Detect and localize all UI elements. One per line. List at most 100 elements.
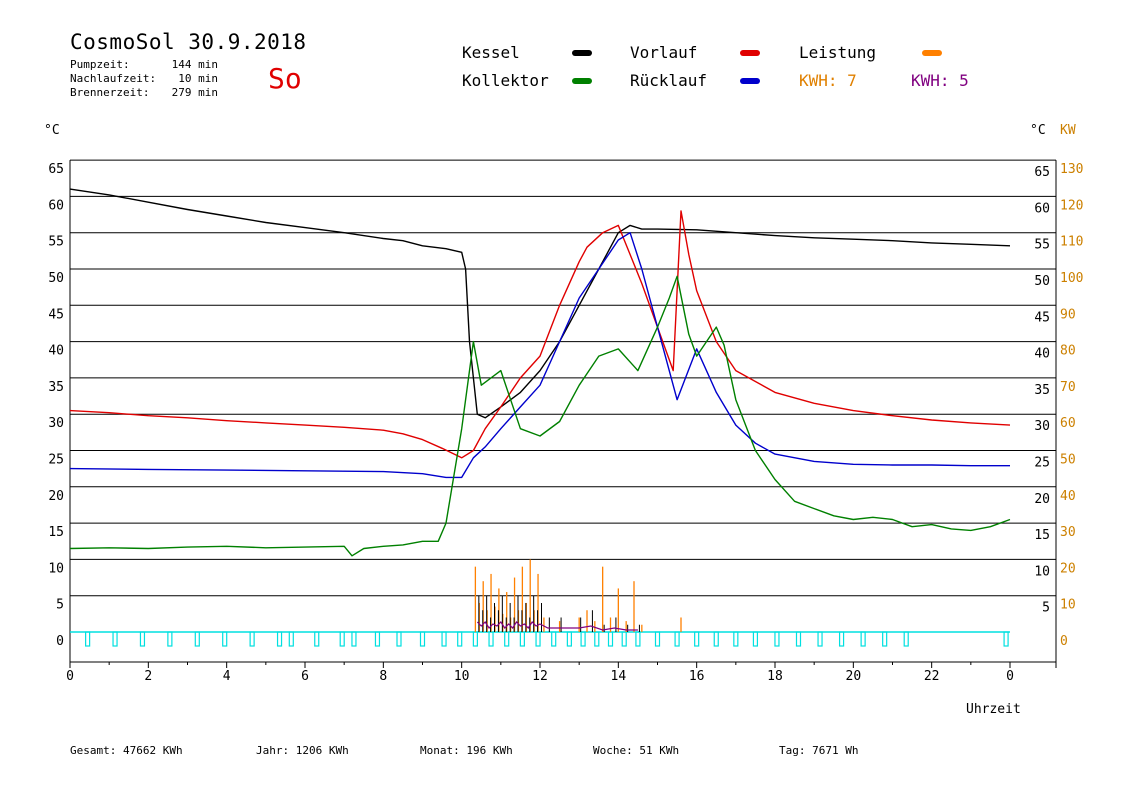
y-tick-label-right-kw: 130 xyxy=(1060,162,1083,177)
pump-pulse xyxy=(504,631,510,647)
legend-kwh-total-2: KWH: 5 xyxy=(911,71,969,90)
y-tick-label-left: 25 xyxy=(48,453,64,468)
y-tick-label-right-c: 10 xyxy=(1034,564,1050,579)
legend-kessel-swatch xyxy=(572,50,592,56)
pump-pulse xyxy=(838,631,845,647)
y-tick-label-right-kw: 100 xyxy=(1060,271,1083,286)
y-tick-label-left: 20 xyxy=(48,489,64,504)
pump-pulse xyxy=(903,631,909,647)
y-tick-label-right-c: 60 xyxy=(1034,201,1050,216)
pump-pulse xyxy=(85,631,91,647)
pump-pulse xyxy=(419,631,426,647)
pump-pulse xyxy=(713,631,719,647)
pump-pulse xyxy=(694,631,700,647)
pump-pulse xyxy=(860,631,866,647)
pump-pulse xyxy=(795,631,802,647)
pump-pulse xyxy=(1003,631,1009,647)
y-tick-label-right-c: 65 xyxy=(1034,165,1050,180)
legend-kollektor-swatch xyxy=(572,78,592,84)
pump-pulse xyxy=(396,631,402,647)
footer-gesamt: Gesamt: 47662 KWh xyxy=(70,744,183,757)
legend-leistung: Leistung xyxy=(799,43,877,62)
legend-vorlauf-swatch xyxy=(740,50,760,56)
footer-tag: Tag: 7671 Wh xyxy=(779,744,859,757)
legend-leistung-swatch xyxy=(922,50,942,56)
stat-value-nachlaufzeit: 10 min xyxy=(178,72,218,85)
y-tick-label-right-kw: 10 xyxy=(1060,598,1076,613)
pump-pulse xyxy=(580,631,586,647)
y-tick-label-left: 65 xyxy=(48,162,64,177)
pump-pulse xyxy=(654,631,661,647)
x-tick-label: 18 xyxy=(767,669,783,684)
stat-label-nachlaufzeit: Nachlaufzeit: xyxy=(70,72,157,85)
y-tick-label-left: 30 xyxy=(48,416,64,431)
y-tick-label-right-kw: 120 xyxy=(1060,198,1083,213)
pump-pulse xyxy=(635,631,641,647)
pump-pulse xyxy=(535,631,541,647)
pump-pulse xyxy=(472,631,478,647)
y-tick-label-right-kw: 50 xyxy=(1060,453,1076,468)
pump-pulse xyxy=(441,631,447,647)
pump-pulse xyxy=(594,631,600,647)
weekday-label: So xyxy=(268,62,302,95)
x-axis-label: Uhrzeit xyxy=(966,702,1021,717)
x-tick-label: 4 xyxy=(223,669,231,684)
pump-pulse xyxy=(551,631,557,647)
left-axis-unit: °C xyxy=(44,123,60,138)
y-tick-label-left: 35 xyxy=(48,380,64,395)
series-line-ruecklauf xyxy=(69,231,1010,479)
pump-pulse xyxy=(774,631,780,647)
series-line-kollektor xyxy=(69,275,1011,557)
kwh-trace xyxy=(476,621,638,631)
pump-pulse xyxy=(882,631,888,647)
stat-value-pumpzeit: 144 min xyxy=(171,58,218,71)
legend-ruecklauf-swatch xyxy=(740,78,760,84)
y-tick-label-left: 10 xyxy=(48,561,64,576)
y-tick-label-right-kw: 0 xyxy=(1060,634,1068,649)
pump-pulse xyxy=(194,631,200,647)
series-line-vorlauf xyxy=(69,210,1011,459)
x-tick-label: 10 xyxy=(454,669,470,684)
stat-label-pumpzeit: Pumpzeit: xyxy=(70,58,130,71)
footer-monat: Monat: 196 KWh xyxy=(420,744,513,757)
y-tick-label-right-c: 5 xyxy=(1042,601,1050,616)
legend-ruecklauf: Rücklauf xyxy=(630,71,708,90)
legend-kollektor: Kollektor xyxy=(462,71,549,90)
pump-pulse xyxy=(314,631,320,647)
pump-pulse xyxy=(167,631,173,647)
pump-pulse xyxy=(374,631,381,647)
y-tick-label-left: 60 xyxy=(48,198,64,213)
y-tick-label-left: 5 xyxy=(56,598,64,613)
x-tick-label: 16 xyxy=(689,669,705,684)
y-tick-label-left: 45 xyxy=(48,307,64,322)
y-tick-label-left: 40 xyxy=(48,344,64,359)
y-tick-label-right-c: 50 xyxy=(1034,274,1050,289)
pump-pulse xyxy=(566,631,572,647)
pump-pulse xyxy=(249,631,255,647)
x-tick-label: 20 xyxy=(846,669,862,684)
y-tick-label-left: 0 xyxy=(56,634,64,649)
y-tick-label-right-c: 45 xyxy=(1034,310,1050,325)
chart-title: CosmoSol 30.9.2018 xyxy=(70,30,307,54)
y-tick-label-left: 15 xyxy=(48,525,64,540)
stat-value-brennerzeit: 279 min xyxy=(171,86,218,99)
y-tick-label-right-kw: 30 xyxy=(1060,525,1076,540)
x-tick-label: 12 xyxy=(532,669,548,684)
footer-woche: Woche: 51 KWh xyxy=(593,744,680,757)
legend-kwh-total-1: KWH: 7 xyxy=(799,71,857,90)
pump-pulse xyxy=(112,631,118,647)
x-tick-label: 2 xyxy=(144,669,152,684)
pump-pulse xyxy=(139,631,146,647)
pump-pulse xyxy=(339,631,345,647)
y-tick-label-right-kw: 70 xyxy=(1060,380,1076,395)
y-tick-label-left: 50 xyxy=(48,271,64,286)
y-tick-label-right-c: 15 xyxy=(1034,528,1050,543)
pump-pulse xyxy=(222,631,228,647)
pump-pulse xyxy=(457,631,463,647)
pump-pulse xyxy=(488,631,494,647)
right-axis-unit-c: °C xyxy=(1030,123,1046,138)
x-tick-label: 14 xyxy=(611,669,627,684)
pump-pulse xyxy=(351,631,357,647)
pump-pulse xyxy=(733,631,739,647)
